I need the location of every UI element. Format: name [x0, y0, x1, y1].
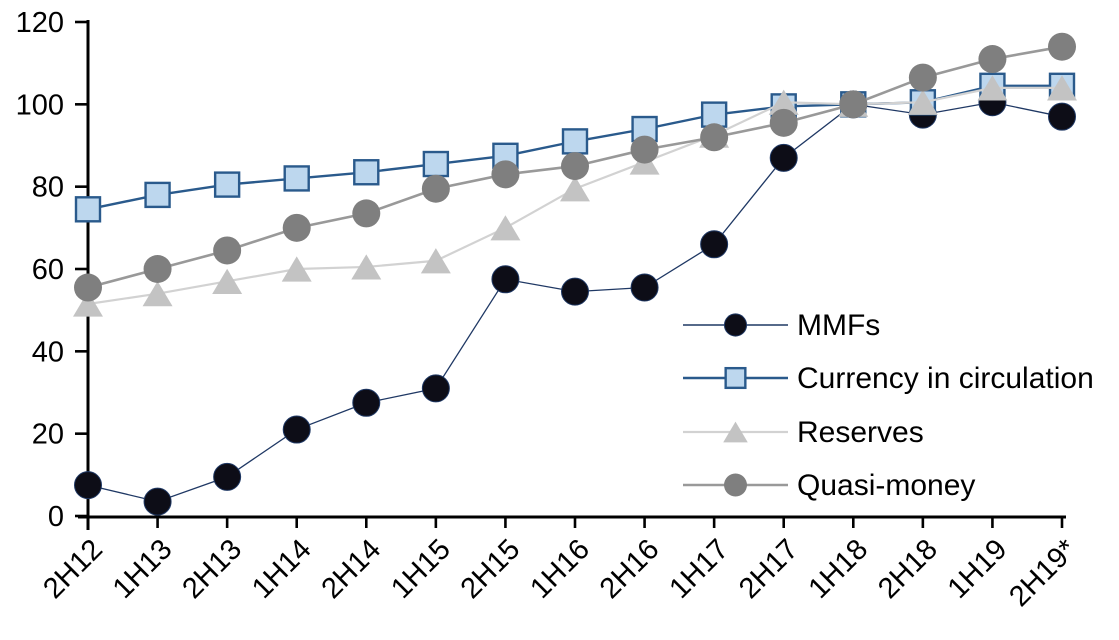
mmfs-data-point-marker — [1048, 102, 1076, 131]
x-tick-label: 1H15 — [385, 533, 457, 605]
x-tick-label: 1H13 — [107, 533, 179, 605]
quasi-money-legend-marker — [724, 473, 747, 497]
quasi-money-data-point-marker — [700, 123, 729, 152]
x-tick-label: 2H19* — [1003, 533, 1083, 613]
reserves-data-point-marker — [351, 254, 382, 280]
mmfs-data-point-marker — [213, 462, 242, 491]
mmfs-data-point-marker — [282, 415, 311, 444]
mmfs-data-point-marker — [143, 487, 172, 516]
mmfs-data-point-marker — [491, 265, 520, 294]
reserves-data-point-marker — [490, 215, 521, 241]
y-tick-label: 120 — [16, 7, 64, 39]
quasi-money-data-point-marker — [630, 135, 659, 164]
quasi-money-data-point-marker — [839, 90, 868, 119]
quasi-money-data-point-marker — [491, 160, 520, 189]
currency-in-circulation-legend-marker — [724, 366, 747, 390]
x-tick-label: 2H14 — [316, 533, 388, 605]
quasi-money-data-point-marker — [769, 108, 798, 137]
reserves-data-point-marker — [420, 248, 451, 274]
reserves-data-point-marker — [907, 89, 938, 115]
reserves-data-point-marker — [281, 256, 312, 282]
mmfs-data-point-marker — [561, 277, 589, 306]
x-tick-label: 2H17 — [733, 533, 805, 605]
y-tick-label: 20 — [32, 419, 64, 451]
quasi-money-data-point-marker — [421, 174, 450, 203]
reserves-data-point-marker — [212, 268, 243, 294]
x-tick-label: 1H17 — [663, 533, 735, 605]
currency-in-circulation-data-point-marker — [353, 159, 380, 186]
y-tick-label: 40 — [32, 336, 64, 368]
x-tick-label: 1H19 — [942, 533, 1014, 605]
mmfs-data-point-marker — [352, 388, 381, 417]
x-tick-label: 1H14 — [246, 533, 318, 605]
currency-in-circulation-data-point-marker — [283, 165, 310, 192]
x-tick-label: 2H16 — [594, 533, 666, 605]
reserves-data-point-marker — [977, 75, 1008, 101]
quasi-money-data-point-marker — [908, 63, 937, 92]
y-tick-label: 100 — [16, 89, 64, 121]
currency-in-circulation-data-point-marker — [422, 150, 450, 178]
mmfs-data-point-marker — [630, 273, 659, 302]
x-tick-label: 2H18 — [872, 533, 944, 605]
currency-in-circulation-data-point-marker — [144, 181, 171, 209]
reserves-data-point-marker — [768, 89, 799, 115]
reserves-legend-marker — [723, 421, 748, 443]
mmfs-legend-marker — [723, 313, 748, 337]
currency-in-circulation-data-point-marker — [213, 171, 241, 198]
currency-in-circulation-data-point-marker — [561, 128, 589, 155]
quasi-money-data-point-marker — [282, 213, 311, 242]
mmfs-data-point-marker — [74, 471, 102, 500]
x-tick-label: 1H16 — [524, 533, 596, 605]
x-tick-label: 1H18 — [803, 533, 875, 605]
x-tick-label: 2H15 — [455, 533, 527, 605]
y-tick-label: 80 — [32, 172, 64, 204]
quasi-money-data-point-marker — [352, 199, 381, 228]
quasi-money-data-point-marker — [561, 152, 589, 181]
reserves-data-point-marker — [560, 176, 590, 202]
reserves-data-point-marker — [142, 281, 173, 307]
quasi-money-data-point-marker — [1048, 32, 1076, 61]
mmfs-data-point-marker — [421, 374, 450, 403]
quasi-money-data-point-marker — [978, 45, 1007, 74]
mmfs-data-point-marker — [769, 143, 798, 172]
legend-label-reserves: Reserves — [797, 416, 924, 449]
y-tick-label: 60 — [32, 254, 64, 286]
legend-label-mmfs: MMFs — [797, 309, 880, 342]
x-tick-label: 2H12 — [37, 533, 109, 605]
mmfs-data-point-marker — [700, 230, 729, 259]
quasi-money-data-point-marker — [74, 273, 102, 302]
reserves-data-point-marker — [73, 291, 103, 317]
y-tick-label: 0 — [48, 501, 64, 533]
quasi-money-data-point-marker — [213, 236, 242, 265]
legend-label-quasi-money: Quasi-money — [797, 469, 975, 502]
x-tick-label: 2H13 — [176, 533, 248, 605]
currency-in-circulation-data-point-marker — [74, 196, 102, 223]
legend-label-currency-in-circulation: Currency in circulation — [797, 362, 1094, 395]
quasi-money-data-point-marker — [143, 255, 172, 283]
reserves-data-point-marker — [1047, 75, 1077, 101]
